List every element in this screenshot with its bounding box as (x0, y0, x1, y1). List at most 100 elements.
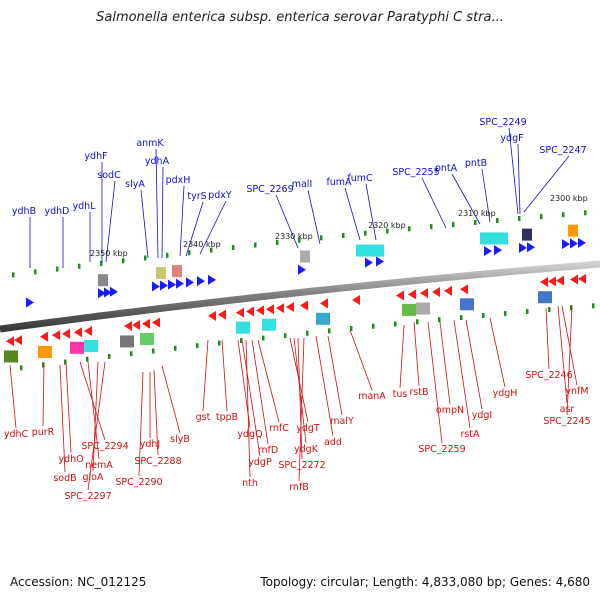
scale-label: 2340 kbp (183, 240, 221, 249)
label-line (365, 183, 377, 241)
track-tick (56, 266, 59, 272)
gene-block (140, 332, 154, 345)
reverse-gene-arrow (570, 274, 578, 285)
track-tick (394, 321, 397, 327)
gene-label-bottom: purR (32, 427, 55, 438)
forward-gene-arrow (186, 277, 194, 288)
reverse-gene-arrow (540, 277, 548, 288)
label-line (561, 305, 578, 386)
track-tick (592, 303, 595, 309)
gene-block (38, 345, 52, 358)
gene-label-top: ydhF (84, 151, 107, 162)
track-tick (42, 362, 45, 368)
label-line (241, 339, 261, 457)
forward-gene-arrow (208, 274, 216, 285)
reverse-gene-arrow (74, 327, 82, 338)
track-tick (306, 330, 309, 336)
label-lines-layer (9, 127, 578, 491)
track-tick (320, 235, 323, 241)
reverse-gene-arrow (218, 309, 226, 320)
track-tick (20, 365, 23, 371)
track-tick (540, 214, 543, 220)
label-line (153, 369, 159, 456)
track-tick (328, 328, 331, 334)
forward-gene-arrow (527, 242, 535, 253)
gene-block (70, 341, 84, 354)
forward-gene-arrow (160, 280, 168, 291)
reverse-gene-arrow (460, 284, 468, 295)
map-title: Salmonella enterica subsp. enterica sero… (96, 10, 504, 25)
reverse-gene-arrow (40, 331, 48, 342)
track-tick (584, 210, 587, 216)
reverse-gene-arrow (396, 290, 404, 301)
forward-gene-arrow (562, 239, 570, 250)
gene-label-top: SPC_2269 (246, 184, 293, 195)
label-line (307, 189, 321, 245)
track-tick (570, 305, 573, 311)
forward-gene-arrow (570, 238, 578, 249)
gene-label-bottom: ydgI (472, 410, 492, 421)
forward-gene-arrow (376, 256, 384, 267)
label-line (251, 339, 269, 445)
label-line (9, 364, 17, 429)
label-line (155, 148, 159, 259)
reverse-gene-arrow (548, 276, 556, 287)
gene-label-bottom: ydhC (4, 429, 29, 440)
label-line (344, 187, 361, 241)
reverse-gene-arrow (132, 319, 140, 330)
gene-label-bottom: tppB (216, 412, 238, 423)
forward-gene-arrow (484, 246, 492, 257)
gene-block (98, 274, 108, 287)
label-line (185, 201, 204, 257)
accession-text: Accession: NC_012125 (10, 575, 147, 589)
forward-gene-arrow (168, 279, 176, 290)
label-line (297, 337, 303, 460)
gene-label-bottom: gst (196, 412, 211, 423)
label-line (413, 321, 420, 387)
gene-label-bottom: ydhO (58, 454, 83, 465)
forward-gene-arrow (494, 245, 502, 256)
gene-label-bottom: asr (560, 404, 575, 415)
gene-block (316, 312, 330, 325)
gene-label-bottom: SPC_2245 (543, 416, 590, 427)
topology-info-text: Topology: circular; Length: 4,833,080 bp… (260, 575, 590, 589)
gene-label-top: slyA (125, 179, 145, 190)
track-tick (100, 260, 103, 266)
reverse-gene-arrow (286, 302, 294, 313)
gene-label-top: ydhA (145, 156, 170, 167)
reverse-gene-arrow (432, 286, 440, 297)
labels-layer: 2350 kbp 2340 kbp 2330 kbp 2320 kbp 2310 kbp… (4, 117, 591, 502)
label-line (257, 339, 280, 423)
gene-label-top: ydhL (73, 201, 97, 212)
gene-label-top: ydhD (45, 206, 70, 217)
label-line (298, 337, 305, 482)
gene-label-top: SPC_2247 (539, 145, 586, 156)
track-tick (254, 242, 257, 248)
forward-gene-arrow (98, 288, 106, 299)
track-tick (78, 263, 81, 269)
scale-label: 2320 kbp (368, 221, 406, 230)
gene-label-top: SPC_2255 (392, 167, 439, 178)
gene-label-bottom: ydgT (296, 423, 320, 434)
reverse-gene-arrow (6, 336, 14, 347)
track-tick (460, 315, 463, 321)
track-tick (130, 351, 133, 357)
reverse-gene-arrow (320, 298, 328, 309)
reverse-gene-arrow (52, 330, 60, 341)
gene-label-bottom: SPC_2246 (525, 370, 572, 381)
track-tick (144, 255, 147, 261)
track-tick (108, 353, 111, 359)
label-line (439, 321, 451, 405)
forward-gene-arrow (152, 281, 160, 292)
track-tick (504, 310, 507, 316)
track-tick (34, 269, 37, 275)
label-line (65, 361, 72, 454)
track-tick (408, 226, 411, 232)
reverse-gene-arrow (408, 289, 416, 300)
gene-label-bottom: manA (358, 391, 386, 402)
gene-label-bottom: rnfC (269, 423, 289, 434)
track-tick (122, 258, 125, 264)
scale-label: 2310 kbp (458, 209, 496, 218)
gene-label-bottom: malY (330, 416, 354, 427)
